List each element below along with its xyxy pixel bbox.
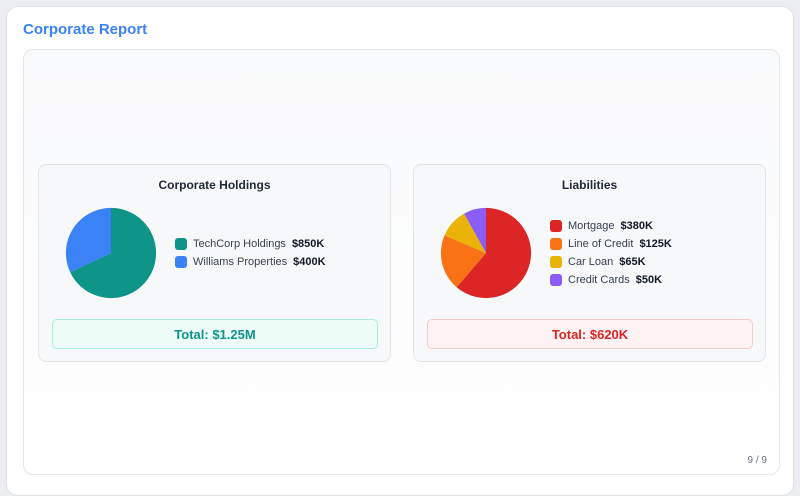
legend-value: $400K — [293, 256, 326, 268]
legend-label: Line of Credit — [568, 238, 634, 250]
legend-value: $50K — [635, 274, 663, 286]
legend-swatch — [175, 256, 187, 268]
pie-slice-techcorp-holdings — [70, 207, 157, 299]
legend-label: Mortgage — [568, 220, 615, 232]
legend-value: $380K — [620, 220, 653, 232]
pie-slice-line-of-credit — [440, 235, 486, 288]
pie-slice-williams-properties — [65, 207, 111, 273]
legend-item: Line of Credit $125K — [550, 235, 672, 253]
legend-swatch — [550, 220, 562, 232]
legend-swatch — [550, 274, 562, 286]
liabilities-total: Total: $620K — [427, 319, 753, 349]
liabilities-title: Liabilities — [561, 178, 618, 192]
pie-slice-mortgage — [456, 207, 532, 299]
legend-swatch — [175, 238, 187, 250]
legend-label: Credit Cards — [568, 274, 630, 286]
report-title: Corporate Report — [23, 21, 148, 38]
legend-value: $125K — [639, 238, 672, 250]
legend-item: TechCorp Holdings $850K — [175, 235, 326, 253]
legend-item: Mortgage $380K — [550, 217, 672, 235]
legend-label: Williams Properties — [193, 256, 288, 268]
legend-label: TechCorp Holdings — [193, 238, 286, 250]
page-indicator: 9 / 9 — [747, 455, 767, 466]
pie-slice-credit-cards — [464, 207, 486, 253]
legend-value: $65K — [619, 256, 646, 268]
legend-item: Williams Properties $400K — [175, 253, 326, 271]
legend-item: Credit Cards $50K — [550, 271, 672, 289]
liabilities-pie-chart — [440, 207, 532, 299]
holdings-title: Corporate Holdings — [158, 178, 271, 192]
holdings-pie-chart — [65, 207, 157, 299]
legend-value: $850K — [291, 238, 325, 250]
report-window: Corporate Report Corporate Holdings Tech… — [6, 6, 794, 496]
legend-item: Car Loan $65K — [550, 253, 672, 271]
holdings-card: Corporate Holdings TechCorp Holdings $850… — [38, 164, 391, 362]
holdings-legend: TechCorp Holdings $850K Williams Propertie… — [175, 235, 326, 271]
legend-label: Car Loan — [568, 256, 614, 268]
liabilities-legend: Mortgage $380K Line of Credit $125K Car Loan… — [550, 217, 672, 289]
holdings-total: Total: $1.25M — [52, 319, 378, 349]
report-slide: Corporate Holdings TechCorp Holdings $850… — [23, 49, 780, 475]
legend-swatch — [550, 238, 562, 250]
legend-swatch — [550, 256, 562, 268]
pie-slice-car-loan — [444, 213, 486, 253]
liabilities-card: Liabilities Mortgage $380K Line of Credit $… — [413, 164, 766, 362]
